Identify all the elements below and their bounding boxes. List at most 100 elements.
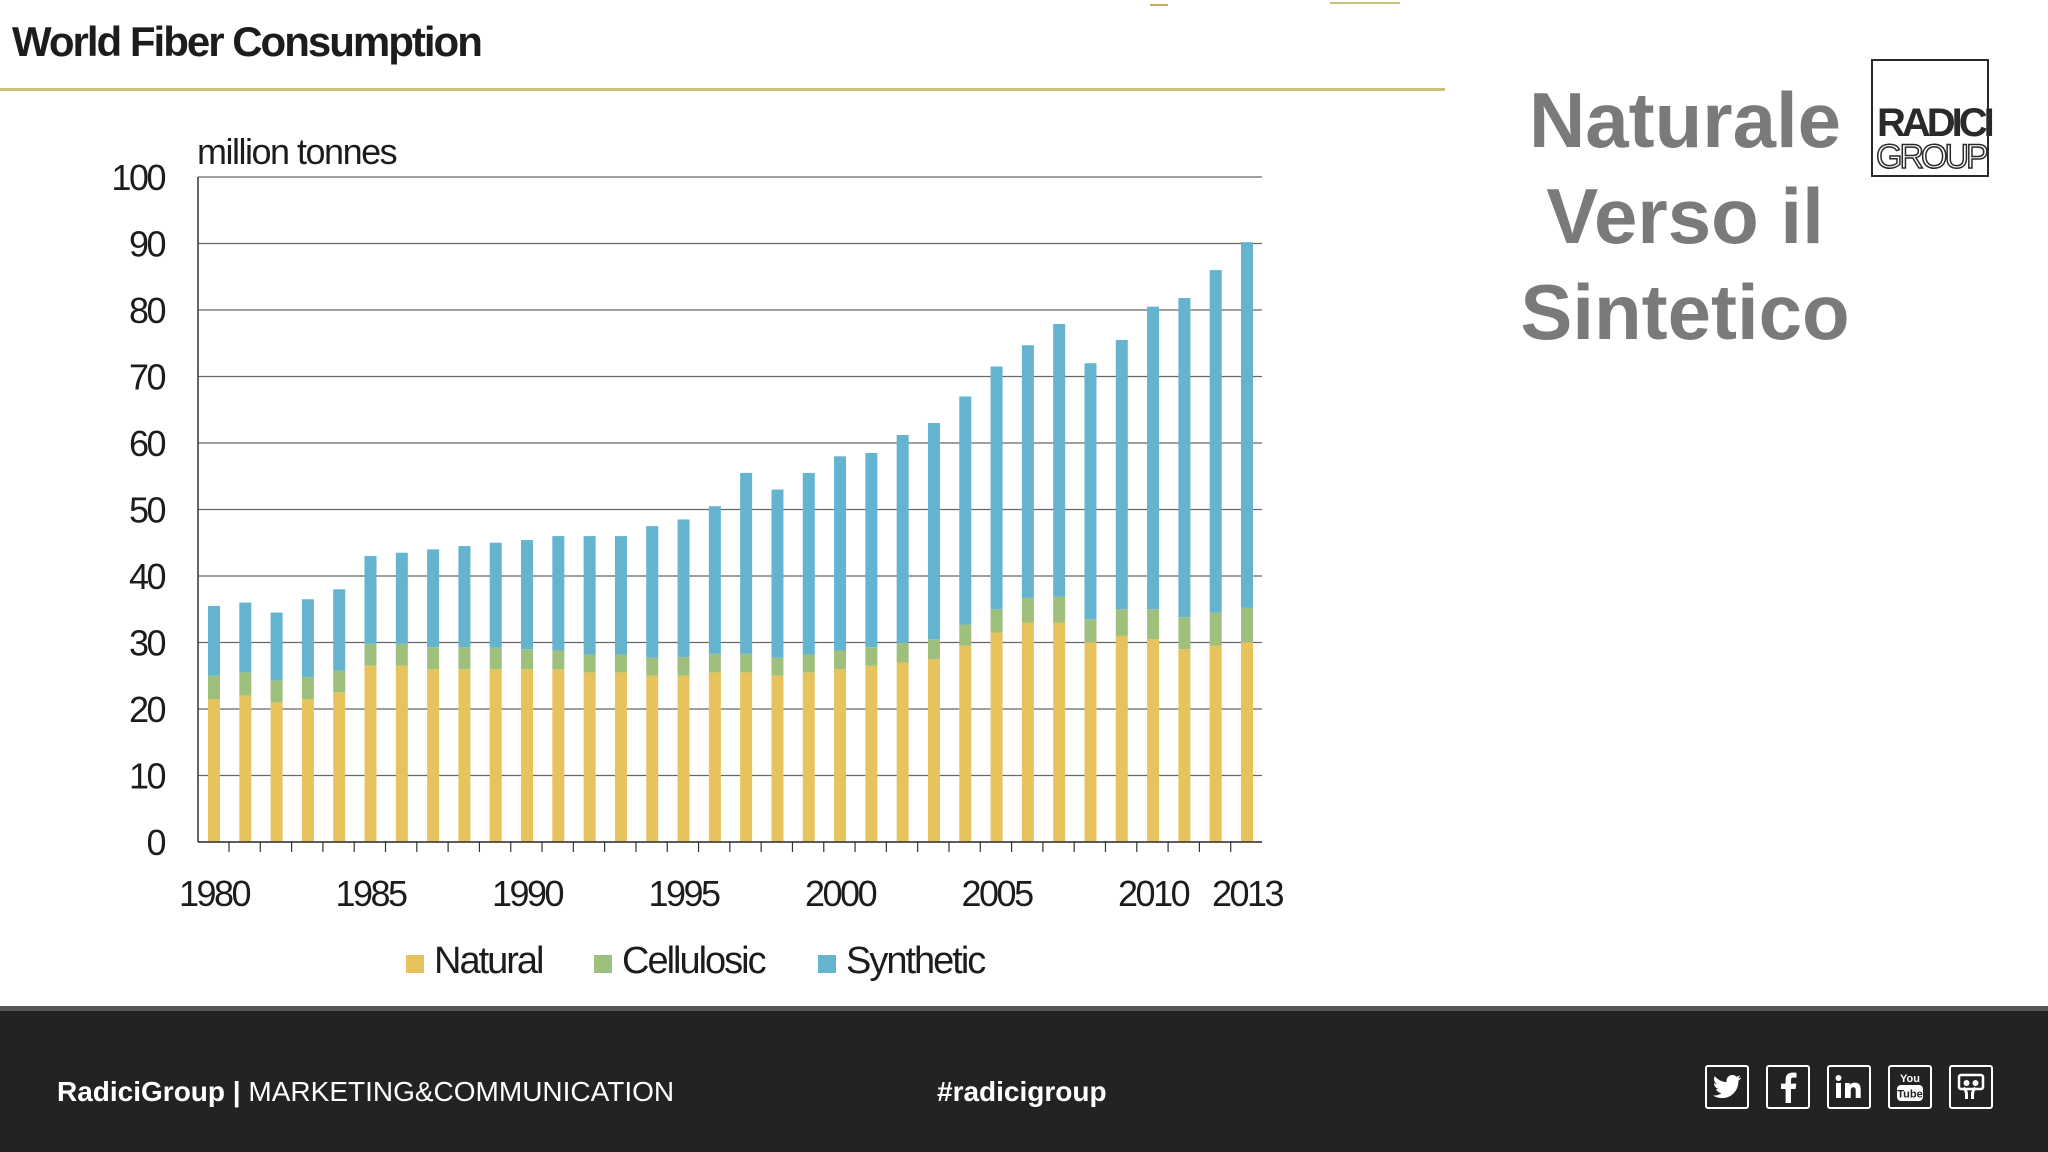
bar-natural-2004 — [959, 645, 972, 842]
bar-synthetic-1980 — [208, 605, 220, 676]
bar-cellulosic-2001 — [865, 647, 878, 666]
bar-synthetic-2005 — [990, 366, 1003, 610]
bar-cellulosic-1981 — [239, 672, 252, 696]
twitter-icon[interactable] — [1705, 1065, 1749, 1109]
bar-natural-1986 — [395, 665, 408, 842]
bar-natural-1988 — [458, 669, 471, 842]
legend-label-natural: Natural — [434, 940, 543, 982]
bar-natural-1983 — [301, 699, 314, 842]
bar-cellulosic-2004 — [959, 624, 972, 646]
bar-cellulosic-2006 — [1021, 597, 1034, 623]
bar-cellulosic-1997 — [740, 653, 753, 673]
bar-natural-1991 — [552, 669, 565, 842]
bar-synthetic-1989 — [489, 542, 502, 648]
svg-text:You: You — [1900, 1073, 1920, 1085]
bar-synthetic-2012 — [1209, 270, 1222, 613]
x-tick-label-2010: 2010 — [1118, 873, 1190, 914]
bar-synthetic-2000 — [834, 456, 847, 651]
cropped-mark-right — [1330, 0, 1400, 4]
y-tick-label-0: 0 — [146, 822, 165, 863]
x-tick-label-1995: 1995 — [648, 873, 720, 914]
bar-cellulosic-1986 — [395, 643, 408, 666]
bar-natural-2011 — [1178, 649, 1191, 842]
bar-cellulosic-2003 — [927, 639, 940, 660]
bar-synthetic-1998 — [771, 489, 784, 658]
bar-cellulosic-1994 — [646, 657, 659, 676]
bar-natural-1999 — [802, 672, 815, 842]
bar-cellulosic-2010 — [1147, 609, 1160, 640]
bar-cellulosic-1982 — [270, 680, 283, 703]
bar-natural-1996 — [708, 672, 721, 842]
bar-cellulosic-2005 — [990, 609, 1003, 633]
bar-cellulosic-1989 — [489, 647, 502, 670]
youtube-icon[interactable]: You Tube — [1888, 1065, 1932, 1109]
bar-natural-1997 — [740, 672, 753, 842]
bar-synthetic-1986 — [395, 552, 408, 644]
headline-line-1: Naturale — [1528, 76, 1842, 164]
bar-synthetic-2004 — [959, 396, 972, 625]
bar-natural-1981 — [239, 695, 252, 842]
logo-text-radici: RADICI — [1877, 101, 1995, 145]
hashtag-link[interactable]: #radicigroup — [937, 1076, 1107, 1107]
bar-synthetic-2006 — [1021, 345, 1034, 598]
axes — [197, 177, 1262, 852]
bar-synthetic-2011 — [1178, 298, 1191, 618]
bar-natural-1985 — [364, 665, 377, 842]
bar-cellulosic-1991 — [552, 650, 565, 670]
x-tick-label-2013: 2013 — [1212, 873, 1284, 914]
bar-cellulosic-1992 — [583, 654, 596, 673]
y-tick-label-10: 10 — [129, 756, 166, 797]
bar-synthetic-2003 — [927, 423, 940, 640]
bar-cellulosic-2007 — [1053, 596, 1066, 623]
x-tick-label-2000: 2000 — [805, 873, 877, 914]
bar-natural-1980 — [208, 699, 220, 842]
bar-synthetic-1985 — [364, 556, 377, 644]
bar-cellulosic-1999 — [802, 654, 815, 673]
bar-synthetic-1997 — [740, 472, 753, 654]
y-tick-label-40: 40 — [129, 556, 166, 597]
bar-synthetic-2007 — [1053, 323, 1066, 597]
y-tick-label-100: 100 — [111, 157, 165, 198]
bar-cellulosic-1995 — [677, 657, 690, 676]
fiber-consumption-chart: million tonnes 0 10 20 30 40 50 60 70 80 90 100 1980… — [111, 131, 1286, 982]
bar-natural-2008 — [1084, 642, 1097, 842]
x-tick-label-1980: 1980 — [179, 873, 251, 914]
bar-synthetic-2013 — [1241, 242, 1253, 608]
bar-natural-1993 — [614, 672, 627, 842]
bar-natural-2000 — [834, 669, 847, 842]
y-tick-label-20: 20 — [129, 689, 166, 730]
bar-synthetic-2009 — [1115, 339, 1128, 610]
bar-natural-2007 — [1053, 622, 1066, 842]
axis-labels: million tonnes 0 10 20 30 40 50 60 70 80 90 100 1980… — [111, 131, 1286, 914]
radici-group-logo: RADICI GROUP — [1871, 59, 1995, 177]
bar-cellulosic-1987 — [427, 647, 440, 670]
bar-natural-1998 — [771, 675, 784, 842]
y-tick-label-50: 50 — [129, 490, 166, 531]
bar-synthetic-1983 — [301, 599, 314, 678]
bar-synthetic-2002 — [896, 435, 909, 644]
bar-natural-2012 — [1209, 645, 1222, 842]
bar-synthetic-1995 — [677, 519, 690, 658]
bar-synthetic-1987 — [427, 549, 440, 648]
legend-label-synthetic: Synthetic — [846, 940, 985, 982]
slideshare-icon[interactable] — [1949, 1065, 1993, 1109]
bar-cellulosic-2008 — [1084, 619, 1097, 643]
bar-natural-2001 — [865, 665, 878, 842]
bar-cellulosic-2000 — [834, 650, 847, 670]
bar-synthetic-1990 — [521, 540, 534, 650]
bar-cellulosic-1993 — [614, 654, 627, 673]
legend-swatch-synthetic — [818, 955, 836, 973]
legend-swatch-natural — [406, 955, 424, 973]
svg-text:Tube: Tube — [1897, 1089, 1922, 1101]
bar-synthetic-2008 — [1084, 363, 1097, 620]
legend-swatch-cellulosic — [594, 955, 612, 973]
bar-natural-1987 — [427, 669, 440, 842]
bar-cellulosic-2013 — [1241, 607, 1253, 643]
linkedin-icon[interactable] — [1827, 1065, 1871, 1109]
bar-natural-2009 — [1115, 635, 1128, 842]
x-tick-label-1985: 1985 — [335, 873, 407, 914]
footer-bar: RadiciGroup | MARKETING&COMMUNICATION #r… — [0, 1006, 2048, 1152]
x-tick-label-2005: 2005 — [962, 873, 1034, 914]
facebook-icon[interactable] — [1766, 1065, 1810, 1109]
bar-synthetic-1992 — [583, 536, 596, 655]
